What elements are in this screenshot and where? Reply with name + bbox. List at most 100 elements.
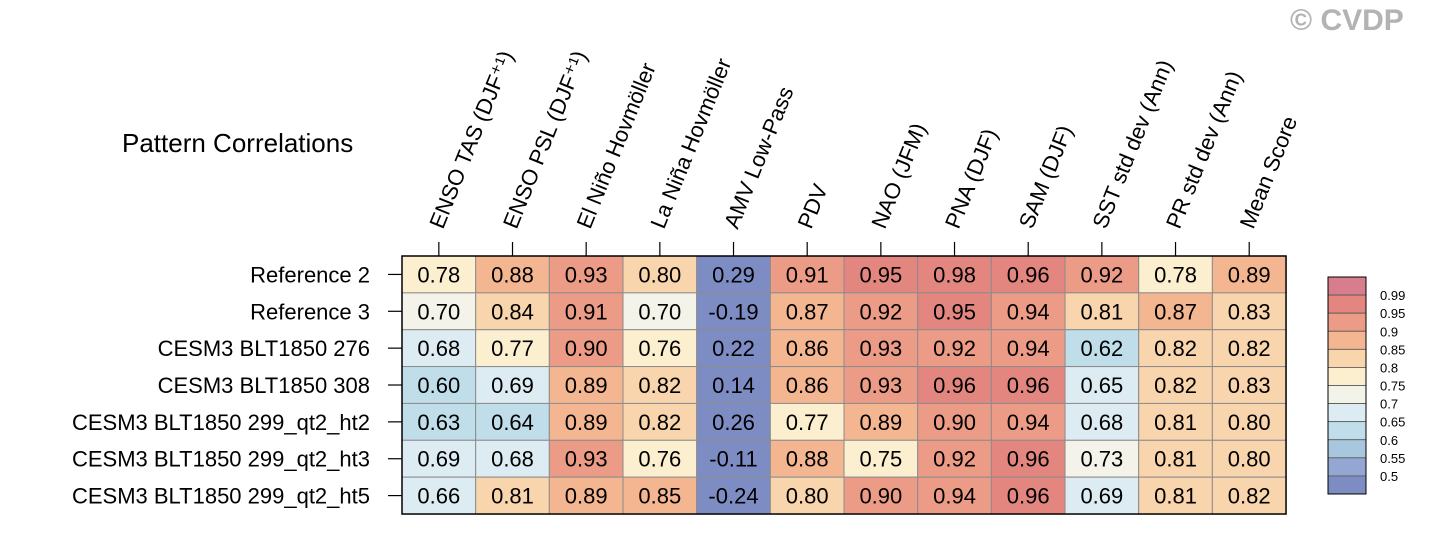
cell-value: 0.68 (1080, 410, 1123, 435)
cell-value: 0.94 (1007, 336, 1050, 361)
heatmap-cell (990, 402, 1066, 441)
cell-value: 0.94 (933, 484, 976, 509)
heatmap-cell (1064, 255, 1140, 294)
cell-value: 0.80 (1228, 410, 1271, 435)
heatmap-cell (1138, 292, 1213, 331)
row-label: Reference 2 (250, 262, 370, 287)
heatmap-cell (475, 292, 550, 331)
cell-value: 0.96 (933, 373, 976, 398)
heatmap-cell (622, 476, 698, 515)
heatmap-cell (696, 402, 771, 441)
heatmap-cell (843, 476, 919, 515)
colorbar-label: 0.95 (1380, 306, 1405, 321)
heatmap-cell (769, 366, 845, 404)
heatmap-cell (1064, 402, 1140, 441)
cell-value: 0.89 (565, 373, 608, 398)
colorbar-swatch (1327, 367, 1367, 386)
cell-value: 0.81 (491, 484, 534, 509)
cell-value: 0.69 (417, 447, 460, 472)
heatmap-cell (401, 402, 477, 441)
column-label: ENSO PSL (DJF⁺¹) (498, 47, 592, 232)
cell-value: 0.92 (1080, 262, 1123, 287)
heatmap-cell (769, 402, 845, 441)
cell-value: 0.95 (933, 299, 976, 324)
column-label: La Niña Hovmöller (645, 55, 736, 232)
cell-value: 0.70 (417, 299, 460, 324)
cell-value: 0.87 (786, 299, 829, 324)
cell-value: 0.89 (859, 410, 902, 435)
colorbar-swatch (1327, 385, 1367, 404)
cell-value: 0.78 (417, 262, 460, 287)
colorbar-swatch (1327, 294, 1367, 314)
row-label: CESM3 BLT1850 308 (158, 373, 370, 398)
colorbar-swatch (1327, 276, 1367, 296)
cell-value: 0.64 (491, 410, 534, 435)
cell-value: 0.89 (565, 484, 608, 509)
heatmap-cell (1138, 439, 1213, 478)
column-label: Mean Score (1235, 113, 1303, 232)
cell-value: 0.70 (638, 299, 681, 324)
cell-value: 0.81 (1154, 484, 1197, 509)
cell-value: 0.91 (565, 299, 608, 324)
heatmap-cell (548, 476, 624, 515)
heatmap-cell (769, 329, 845, 368)
cell-value: 0.63 (417, 410, 460, 435)
heatmap-cell (696, 292, 771, 331)
colorbar-swatch (1327, 348, 1367, 368)
colorbar-label: 0.7 (1380, 397, 1398, 412)
cell-value: 0.81 (1080, 299, 1123, 324)
column-label: PR std dev (Ann) (1161, 67, 1247, 232)
colorbar-swatch (1327, 403, 1367, 423)
heatmap-cell (1138, 366, 1213, 404)
cell-value: 0.69 (1080, 484, 1123, 509)
cell-value: 0.96 (1007, 262, 1050, 287)
cell-value: 0.93 (565, 447, 608, 472)
colorbar-label: 0.9 (1380, 324, 1398, 339)
cell-value: 0.82 (1228, 484, 1271, 509)
heatmap-cell (1211, 439, 1287, 478)
heatmap-cell (696, 255, 771, 294)
cell-value: 0.92 (859, 299, 902, 324)
heatmap-cell (475, 476, 550, 515)
cell-value: 0.96 (1007, 484, 1050, 509)
column-label: NAO (JFM) (866, 119, 931, 231)
cell-value: 0.85 (638, 484, 681, 509)
cell-value: 0.80 (1228, 447, 1271, 472)
cell-value: 0.89 (1228, 262, 1271, 287)
heatmap-cell (1211, 476, 1287, 515)
cell-value: 0.68 (491, 447, 534, 472)
heatmap-cell (622, 402, 698, 441)
cell-value: 0.82 (638, 373, 681, 398)
cell-value: 0.90 (565, 336, 608, 361)
cell-value: 0.98 (933, 262, 976, 287)
cell-value: 0.75 (859, 447, 902, 472)
cvdp-watermark: © CVDP (1290, 4, 1404, 37)
row-label: Reference 3 (250, 299, 370, 324)
heatmap-cell (548, 439, 624, 478)
cell-value: 0.62 (1080, 336, 1123, 361)
heatmap-cell (1211, 329, 1287, 368)
heatmap-cell (769, 255, 845, 294)
cell-value: -0.11 (709, 447, 758, 472)
heatmap-cell (696, 366, 771, 404)
heatmap-cell (843, 255, 919, 294)
heatmap-cell (401, 292, 477, 331)
cell-value: 0.81 (1154, 447, 1197, 472)
cell-value: 0.82 (1154, 373, 1197, 398)
heatmap-cell (475, 329, 550, 368)
row-label: CESM3 BLT1850 276 (158, 336, 370, 361)
colorbar-label: 0.6 (1380, 433, 1398, 448)
heatmap-cell (917, 255, 992, 294)
cell-value: 0.80 (786, 484, 829, 509)
colorbar-label: 0.65 (1380, 415, 1405, 430)
chart-title: Pattern Correlations (122, 128, 354, 158)
cell-value: 0.14 (712, 373, 755, 398)
cell-value: 0.26 (712, 410, 755, 435)
cell-value: 0.82 (1154, 336, 1197, 361)
column-label: ENSO TAS (DJF⁺¹) (424, 47, 518, 232)
heatmap-cell (769, 439, 845, 478)
colorbar-swatch (1327, 421, 1367, 441)
column-label: SAM (DJF) (1014, 122, 1078, 232)
heatmap-cell (843, 402, 919, 441)
